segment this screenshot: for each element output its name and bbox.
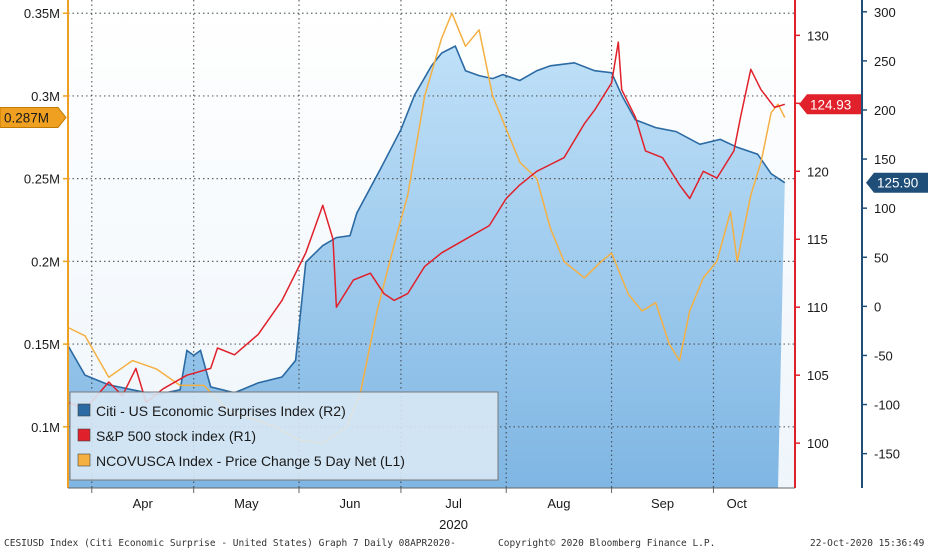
value-tag-r1: 124.93 — [799, 94, 861, 115]
x-axis-year-label: 2020 — [439, 517, 468, 532]
legend-swatch — [77, 403, 91, 417]
left-axis-tick-label: 0.15M — [24, 337, 60, 352]
surprise-axis-tick-label: 300 — [874, 5, 896, 20]
legend-label: NCOVUSCA Index - Price Change 5 Day Net … — [96, 453, 405, 469]
legend-swatch — [77, 428, 91, 442]
sp500-axis-tick-label: 100 — [807, 436, 829, 451]
legend-swatch — [77, 453, 91, 467]
left-axis-tick-label: 0.3M — [31, 89, 60, 104]
x-axis-tick-label: Jul — [445, 496, 462, 511]
sp500-line — [67, 41, 786, 410]
legend-label: S&P 500 stock index (R1) — [96, 428, 256, 444]
legend-label: Citi - US Economic Surprises Index (R2) — [96, 403, 346, 419]
legend-box — [69, 391, 499, 481]
surprise-axis-tick-label: 50 — [874, 250, 888, 265]
footer-source: CESIUSD Index (Citi Economic Surprise - … — [4, 538, 456, 549]
x-axis-tick-label: Sep — [651, 496, 674, 511]
surprise-axis-tick-label: 100 — [874, 201, 896, 216]
footer-timestamp: 22-Oct-2020 15:36:49 — [810, 538, 925, 549]
x-axis-tick-label: Apr — [133, 496, 154, 511]
value-tag-shape — [0, 106, 67, 128]
surprise-axis-tick-label: -50 — [874, 348, 893, 363]
value-tag-shape — [866, 172, 928, 193]
value-tag-text: 125.90 — [877, 176, 918, 191]
x-axis-tick-label: May — [234, 496, 259, 511]
x-axis-tick-label: Oct — [727, 496, 748, 511]
sp500-axis-tick-label: 105 — [807, 368, 829, 383]
x-axis-tick-label: Jun — [339, 496, 360, 511]
left-axis-tick-label: 0.35M — [24, 6, 60, 21]
value-tag-text: 124.93 — [810, 97, 851, 112]
surprise-axis-tick-label: 0 — [874, 299, 881, 314]
value-tag-l1: 0.287M — [0, 106, 67, 128]
sp500-axis-tick-label: 120 — [807, 164, 829, 179]
sp500-axis-tick-label: 130 — [807, 28, 829, 43]
value-tag-shape — [799, 94, 861, 115]
left-axis-tick-label: 0.25M — [24, 172, 60, 187]
left-axis-tick-label: 0.2M — [31, 254, 60, 269]
value-tag-r2: 125.90 — [866, 172, 928, 193]
sp500-axis-tick-label: 115 — [807, 232, 828, 247]
surprise-axis-tick-label: 200 — [874, 103, 896, 118]
value-tag-text: 0.287M — [4, 110, 49, 125]
surprise-axis-tick-label: 250 — [874, 54, 896, 69]
surprise-index-line — [67, 44, 786, 396]
x-axis-tick-label: Aug — [547, 496, 570, 511]
surprise-axis-tick-label: 150 — [874, 152, 896, 167]
footer-copyright: Copyright© 2020 Bloomberg Finance L.P. — [498, 538, 716, 549]
left-axis-tick-label: 0.1M — [31, 420, 60, 435]
surprise-index-area — [68, 46, 785, 488]
surprise-axis-tick-label: -100 — [874, 398, 900, 413]
sp500-axis-tick-label: 110 — [807, 300, 828, 315]
surprise-axis-tick-label: -150 — [874, 447, 900, 462]
